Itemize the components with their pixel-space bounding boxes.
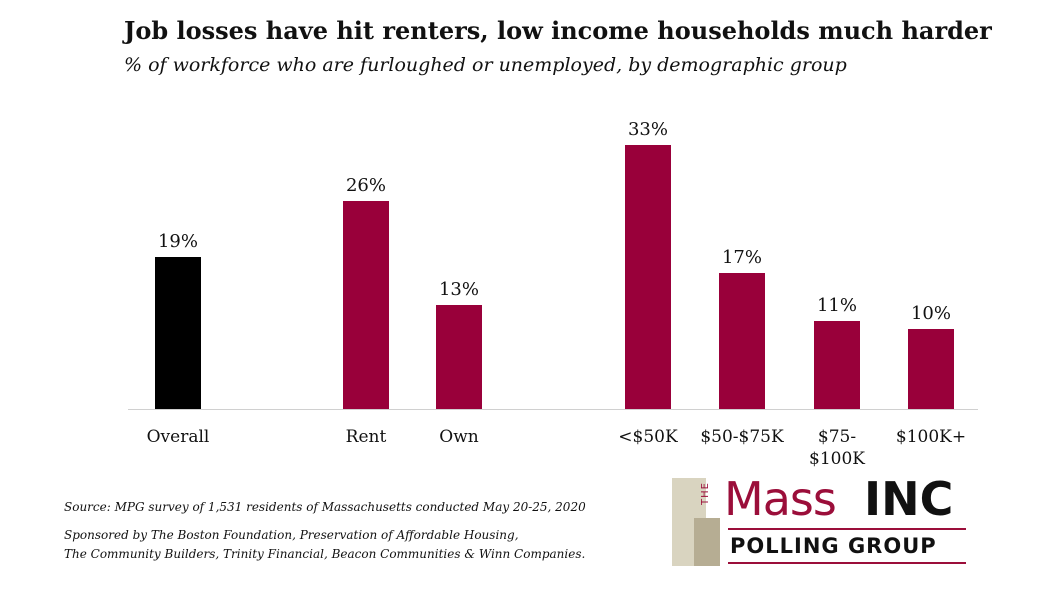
category-label-6: $100K+ [896,427,966,447]
bar-4 [719,273,765,409]
bar-6 [908,329,954,409]
data-label-0: 19% [158,231,198,252]
bar-3 [625,145,671,409]
bar-2 [436,305,482,409]
source-note: Source: MPG survey of 1,531 residents of… [64,500,586,514]
logo-rule-bottom [728,562,966,564]
sponsor-note: Sponsored by The Boston Foundation, Pres… [64,526,585,564]
data-label-6: 10% [911,303,951,324]
chart-title: Job losses have hit renters, low income … [124,16,992,45]
category-label-2: Own [439,427,478,447]
data-label-2: 13% [439,279,479,300]
data-label-3: 33% [628,119,668,140]
data-label-1: 26% [346,175,386,196]
category-label-5: $75-$100K [809,427,865,469]
category-label-1: Rent [346,427,387,447]
massinc-logo: THE Mass INC POLLING GROUP [672,472,972,566]
data-label-4: 17% [722,247,762,268]
bar-5 [814,321,860,409]
logo-inc-text: INC [864,472,954,526]
data-label-5: 11% [817,295,857,316]
sponsor-line-2: The Community Builders, Trinity Financia… [64,547,586,561]
sponsor-line-1: Sponsored by The Boston Foundation, Pres… [64,528,519,542]
chart-subtitle: % of workforce who are furloughed or une… [124,54,847,76]
category-label-3: <$50K [618,427,678,447]
logo-rule-top [728,528,966,530]
bar-chart: 19% Overall 26% Rent 13% Own 33% <$50K 17% $50-$7… [128,119,978,469]
bar-0 [155,257,201,409]
logo-the-text: THE [700,482,711,505]
logo-block-dark [694,518,720,566]
logo-polling-group-text: POLLING GROUP [730,534,937,558]
category-label-4: $50-$75K [700,427,784,447]
logo-mass-text: Mass [724,472,837,526]
category-label-0: Overall [147,427,210,447]
bar-1 [343,201,389,409]
